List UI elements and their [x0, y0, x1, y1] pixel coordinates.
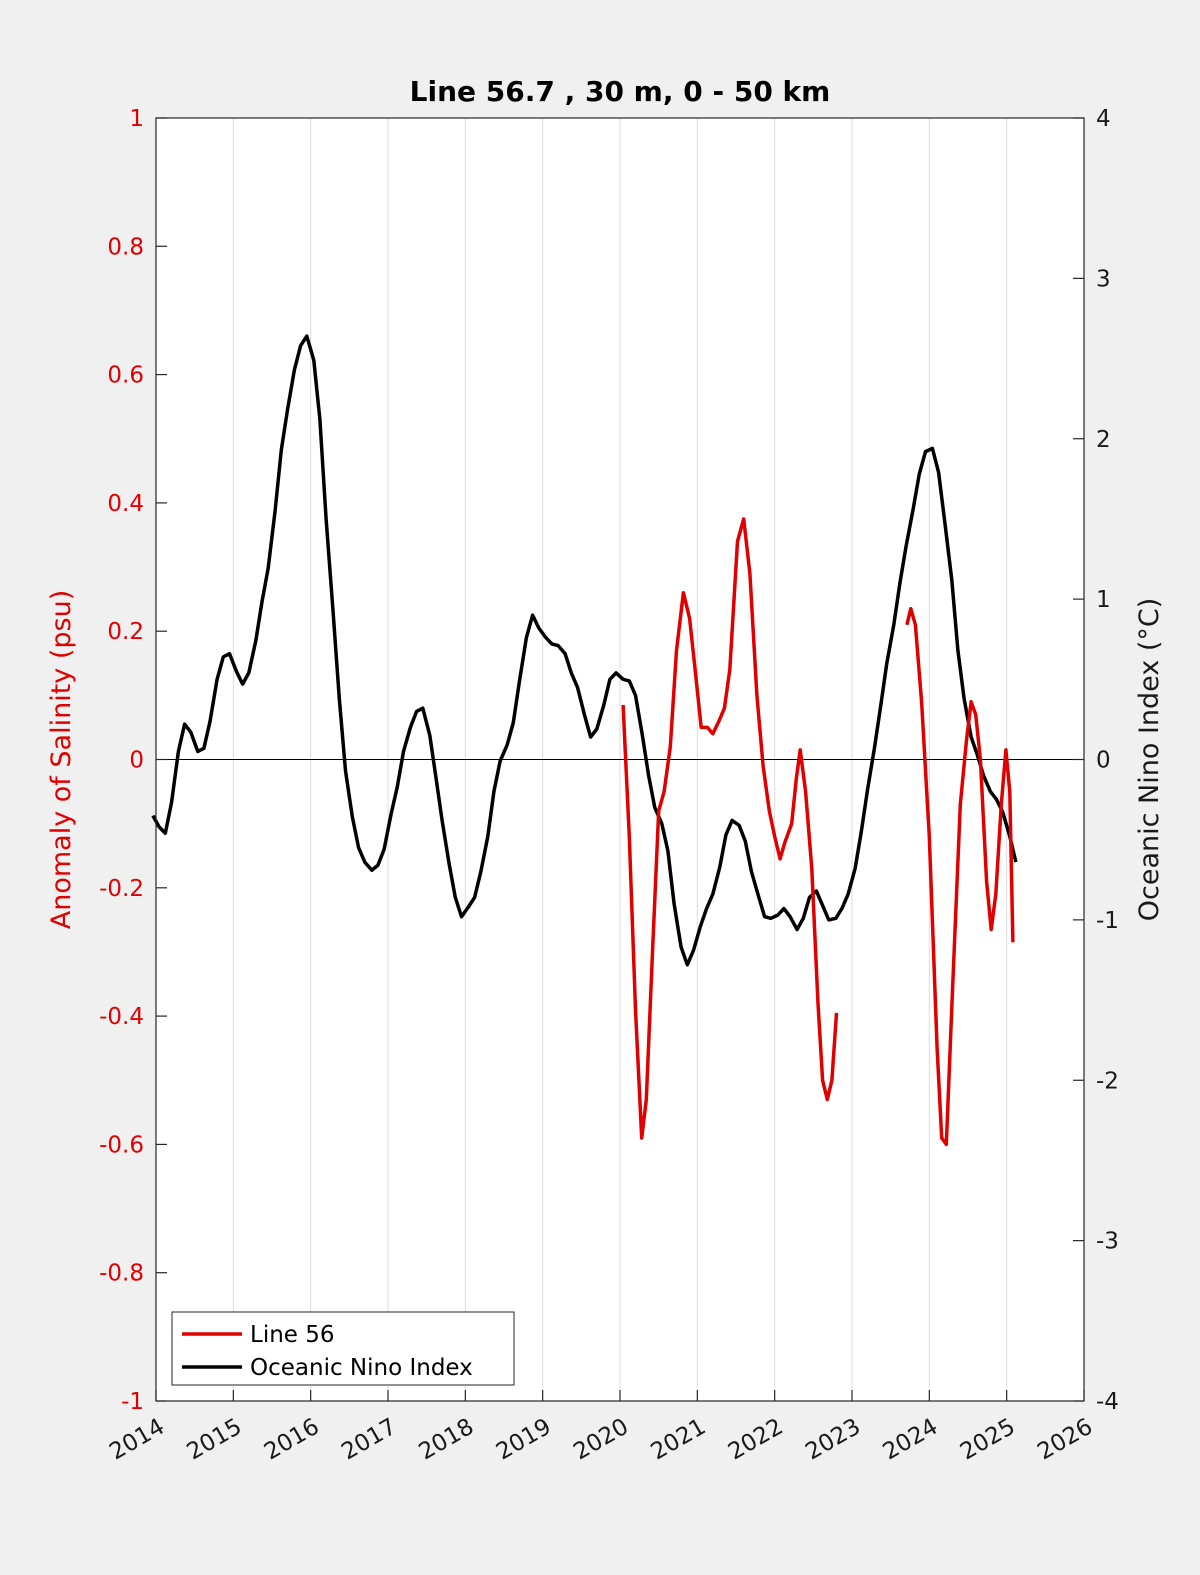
y-left-tick-label: 0.8	[107, 234, 144, 260]
y-left-tick-label: 1	[129, 106, 144, 132]
x-tick-label: 2020	[569, 1414, 633, 1466]
y-right-tick-label: -3	[1096, 1229, 1119, 1255]
y-axis-label-left: Anomaly of Salinity (psu)	[46, 590, 77, 929]
y-right-tick-label: -4	[1096, 1389, 1119, 1415]
legend: Line 56 Oceanic Nino Index	[171, 1311, 515, 1386]
x-tick-label: 2014	[105, 1414, 169, 1466]
y-right-tick-label: 1	[1096, 587, 1111, 613]
x-tick-label: 2018	[415, 1414, 479, 1466]
series-layer	[151, 334, 1018, 1147]
tick-marks	[155, 117, 1085, 1402]
series-line-56	[621, 517, 839, 1140]
x-tick-label: 2022	[724, 1414, 788, 1466]
series-line-oni	[151, 334, 1018, 967]
y-left-tick-label: 0.4	[107, 491, 144, 517]
y-left-tick-label: -0.8	[99, 1261, 144, 1287]
y-right-tick-label: 2	[1096, 427, 1111, 453]
x-tick-label: 2023	[801, 1414, 865, 1466]
legend-label-oni: Oceanic Nino Index	[250, 1355, 473, 1381]
y-left-tick-label: 0.6	[107, 363, 144, 389]
y-axis-label-right: Oceanic Nino Index (°C)	[1134, 598, 1165, 922]
y-left-tick-label: -1	[121, 1389, 144, 1415]
x-tick-label: 2026	[1033, 1414, 1097, 1466]
x-tick-label: 2019	[492, 1414, 556, 1466]
y-left-tick-label: 0.2	[107, 619, 144, 645]
series-line-56	[905, 606, 1015, 1147]
legend-box	[171, 1311, 515, 1386]
y-right-tick-label: -1	[1096, 908, 1119, 934]
x-tick-label: 2024	[879, 1414, 943, 1466]
y-left-tick-label: 0	[129, 748, 144, 774]
y-left-tick-label: -0.4	[99, 1004, 144, 1030]
y-left-tick-label: -0.6	[99, 1132, 144, 1158]
x-tick-label: 2017	[337, 1414, 401, 1466]
y-right-tick-label: 4	[1096, 106, 1111, 132]
y-right-tick-label: -2	[1096, 1068, 1119, 1094]
y-right-tick-label: 0	[1096, 748, 1111, 774]
x-tick-label: 2025	[956, 1414, 1020, 1466]
legend-label-line-56: Line 56	[250, 1322, 335, 1348]
x-tick-label: 2021	[647, 1414, 711, 1466]
x-tick-label: 2015	[183, 1414, 247, 1466]
y-right-tick-label: 3	[1096, 266, 1111, 292]
x-tick-label: 2016	[260, 1414, 324, 1466]
chart-title: Line 56.7 , 30 m, 0 - 50 km	[410, 75, 831, 108]
y-left-tick-label: -0.2	[99, 876, 144, 902]
